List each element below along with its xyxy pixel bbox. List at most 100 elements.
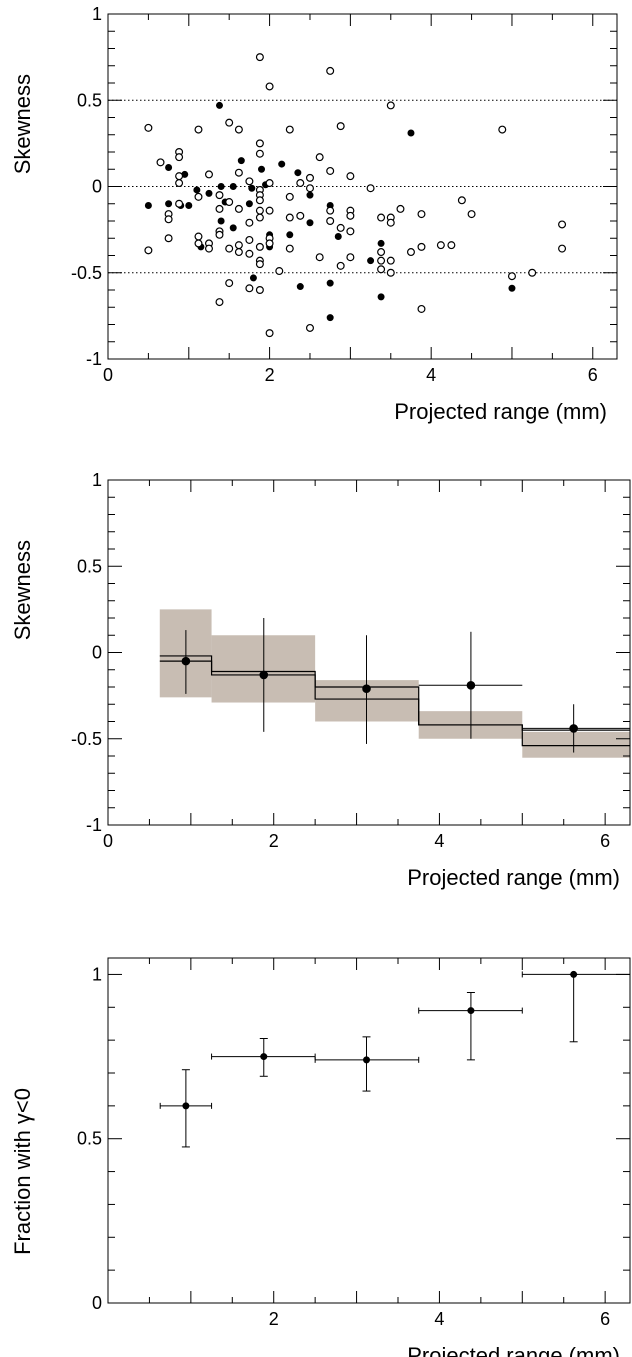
data-point-open xyxy=(265,329,274,338)
data-point-open xyxy=(406,248,415,257)
data-point-open xyxy=(558,244,567,253)
data-point-filled xyxy=(294,169,302,177)
y-tick-label: 0.5 xyxy=(77,90,102,110)
data-point-filled xyxy=(326,314,334,322)
data-point-open xyxy=(377,265,386,274)
x-axis-title: Projected range (mm) xyxy=(407,865,620,890)
data-point xyxy=(569,724,578,733)
data-point-open xyxy=(346,211,355,220)
data-point-open xyxy=(346,253,355,262)
data-point-open xyxy=(377,248,386,257)
uncertainty-band-5 xyxy=(522,731,630,758)
measurement-point xyxy=(418,992,523,1061)
y-tick-label: 0 xyxy=(92,177,102,197)
data-point-open xyxy=(498,125,507,134)
data-point-open xyxy=(225,244,234,253)
data-point-filled xyxy=(286,231,294,239)
data-point-open xyxy=(326,217,335,226)
x-tick-label: 2 xyxy=(265,365,275,385)
data-point-open xyxy=(194,239,203,248)
data-point-filled xyxy=(185,201,193,209)
plot-frame xyxy=(107,957,631,1304)
data-point-open xyxy=(377,213,386,222)
data-point-filled xyxy=(245,200,253,208)
data-point xyxy=(259,670,269,680)
data-point-filled xyxy=(377,293,385,301)
data-point-filled xyxy=(377,239,385,247)
y-axis-title: Skewness xyxy=(10,74,35,174)
data-point-open xyxy=(265,239,274,248)
data-point-open xyxy=(225,198,234,207)
y-tick-label: 1 xyxy=(92,964,102,984)
measurement-point xyxy=(211,1038,316,1077)
x-tick-label: 0 xyxy=(103,831,113,851)
data-point-filled xyxy=(165,164,173,172)
data-point-filled xyxy=(205,189,213,197)
data-point-filled xyxy=(249,274,257,282)
y-tick-label: 1 xyxy=(92,4,102,24)
data-point-open xyxy=(255,260,264,269)
data-point-filled xyxy=(407,129,415,137)
data-point-open xyxy=(204,170,213,179)
data-point-filled xyxy=(193,186,201,194)
data-point-filled xyxy=(248,184,256,192)
data-point-open xyxy=(296,179,305,188)
data-point-filled xyxy=(144,201,152,209)
data-point-filled xyxy=(229,224,237,232)
data-point-open xyxy=(386,268,395,277)
measurement-point xyxy=(259,618,269,732)
data-point-open xyxy=(175,172,184,181)
data-point-open xyxy=(386,101,395,110)
data-point xyxy=(181,656,191,666)
data-point xyxy=(362,684,371,694)
data-point-open xyxy=(305,173,314,182)
data-point-open xyxy=(558,220,567,229)
y-tick-label: 0 xyxy=(92,1293,102,1313)
data-point-open xyxy=(326,166,335,175)
data-point-open xyxy=(315,253,324,262)
data-point-open xyxy=(255,213,264,222)
data-point-open xyxy=(194,232,203,241)
data-point-open xyxy=(255,53,264,62)
x-tick-label: 2 xyxy=(269,831,279,851)
x-tick-label: 6 xyxy=(600,831,610,851)
data-point-open xyxy=(326,66,335,75)
data-point-open xyxy=(255,206,264,215)
y-tick-label: -0.5 xyxy=(71,263,102,283)
data-point-filled xyxy=(229,183,237,190)
data-point-open xyxy=(436,241,445,250)
data-point-open xyxy=(377,256,386,265)
y-tick-label: 0 xyxy=(92,643,102,663)
y-axis-title: Fraction with γ<0 xyxy=(10,1088,35,1255)
data-point xyxy=(466,680,476,690)
data-point-open xyxy=(245,249,254,258)
data-point-open xyxy=(234,125,243,134)
data-point-open xyxy=(305,323,314,332)
data-point-filled xyxy=(326,279,334,287)
data-point-filled xyxy=(217,217,225,225)
x-tick-label: 4 xyxy=(426,365,436,385)
data-point-open xyxy=(285,192,294,201)
data-point-open xyxy=(255,149,264,158)
measurement-point xyxy=(362,635,371,744)
data-point-filled xyxy=(237,157,245,165)
data-point-open xyxy=(144,123,153,132)
data-point-open xyxy=(336,261,345,270)
data-point-open xyxy=(215,230,224,239)
data-point-open xyxy=(255,139,264,148)
data-point xyxy=(570,970,578,978)
y-tick-label: -1 xyxy=(86,349,102,369)
data-point-filled xyxy=(296,283,304,291)
data-point-open xyxy=(215,298,224,307)
data-point-filled xyxy=(306,191,314,199)
data-point-open xyxy=(457,196,466,205)
data-point-open xyxy=(265,82,274,91)
data-point-filled xyxy=(334,233,342,241)
data-point-filled xyxy=(306,219,314,227)
data-point-open xyxy=(275,267,284,276)
data-point-filled xyxy=(217,183,225,190)
data-point-open xyxy=(194,125,203,134)
data-point-filled xyxy=(278,160,286,168)
data-point-open xyxy=(225,279,234,288)
data-point-open xyxy=(245,235,254,244)
